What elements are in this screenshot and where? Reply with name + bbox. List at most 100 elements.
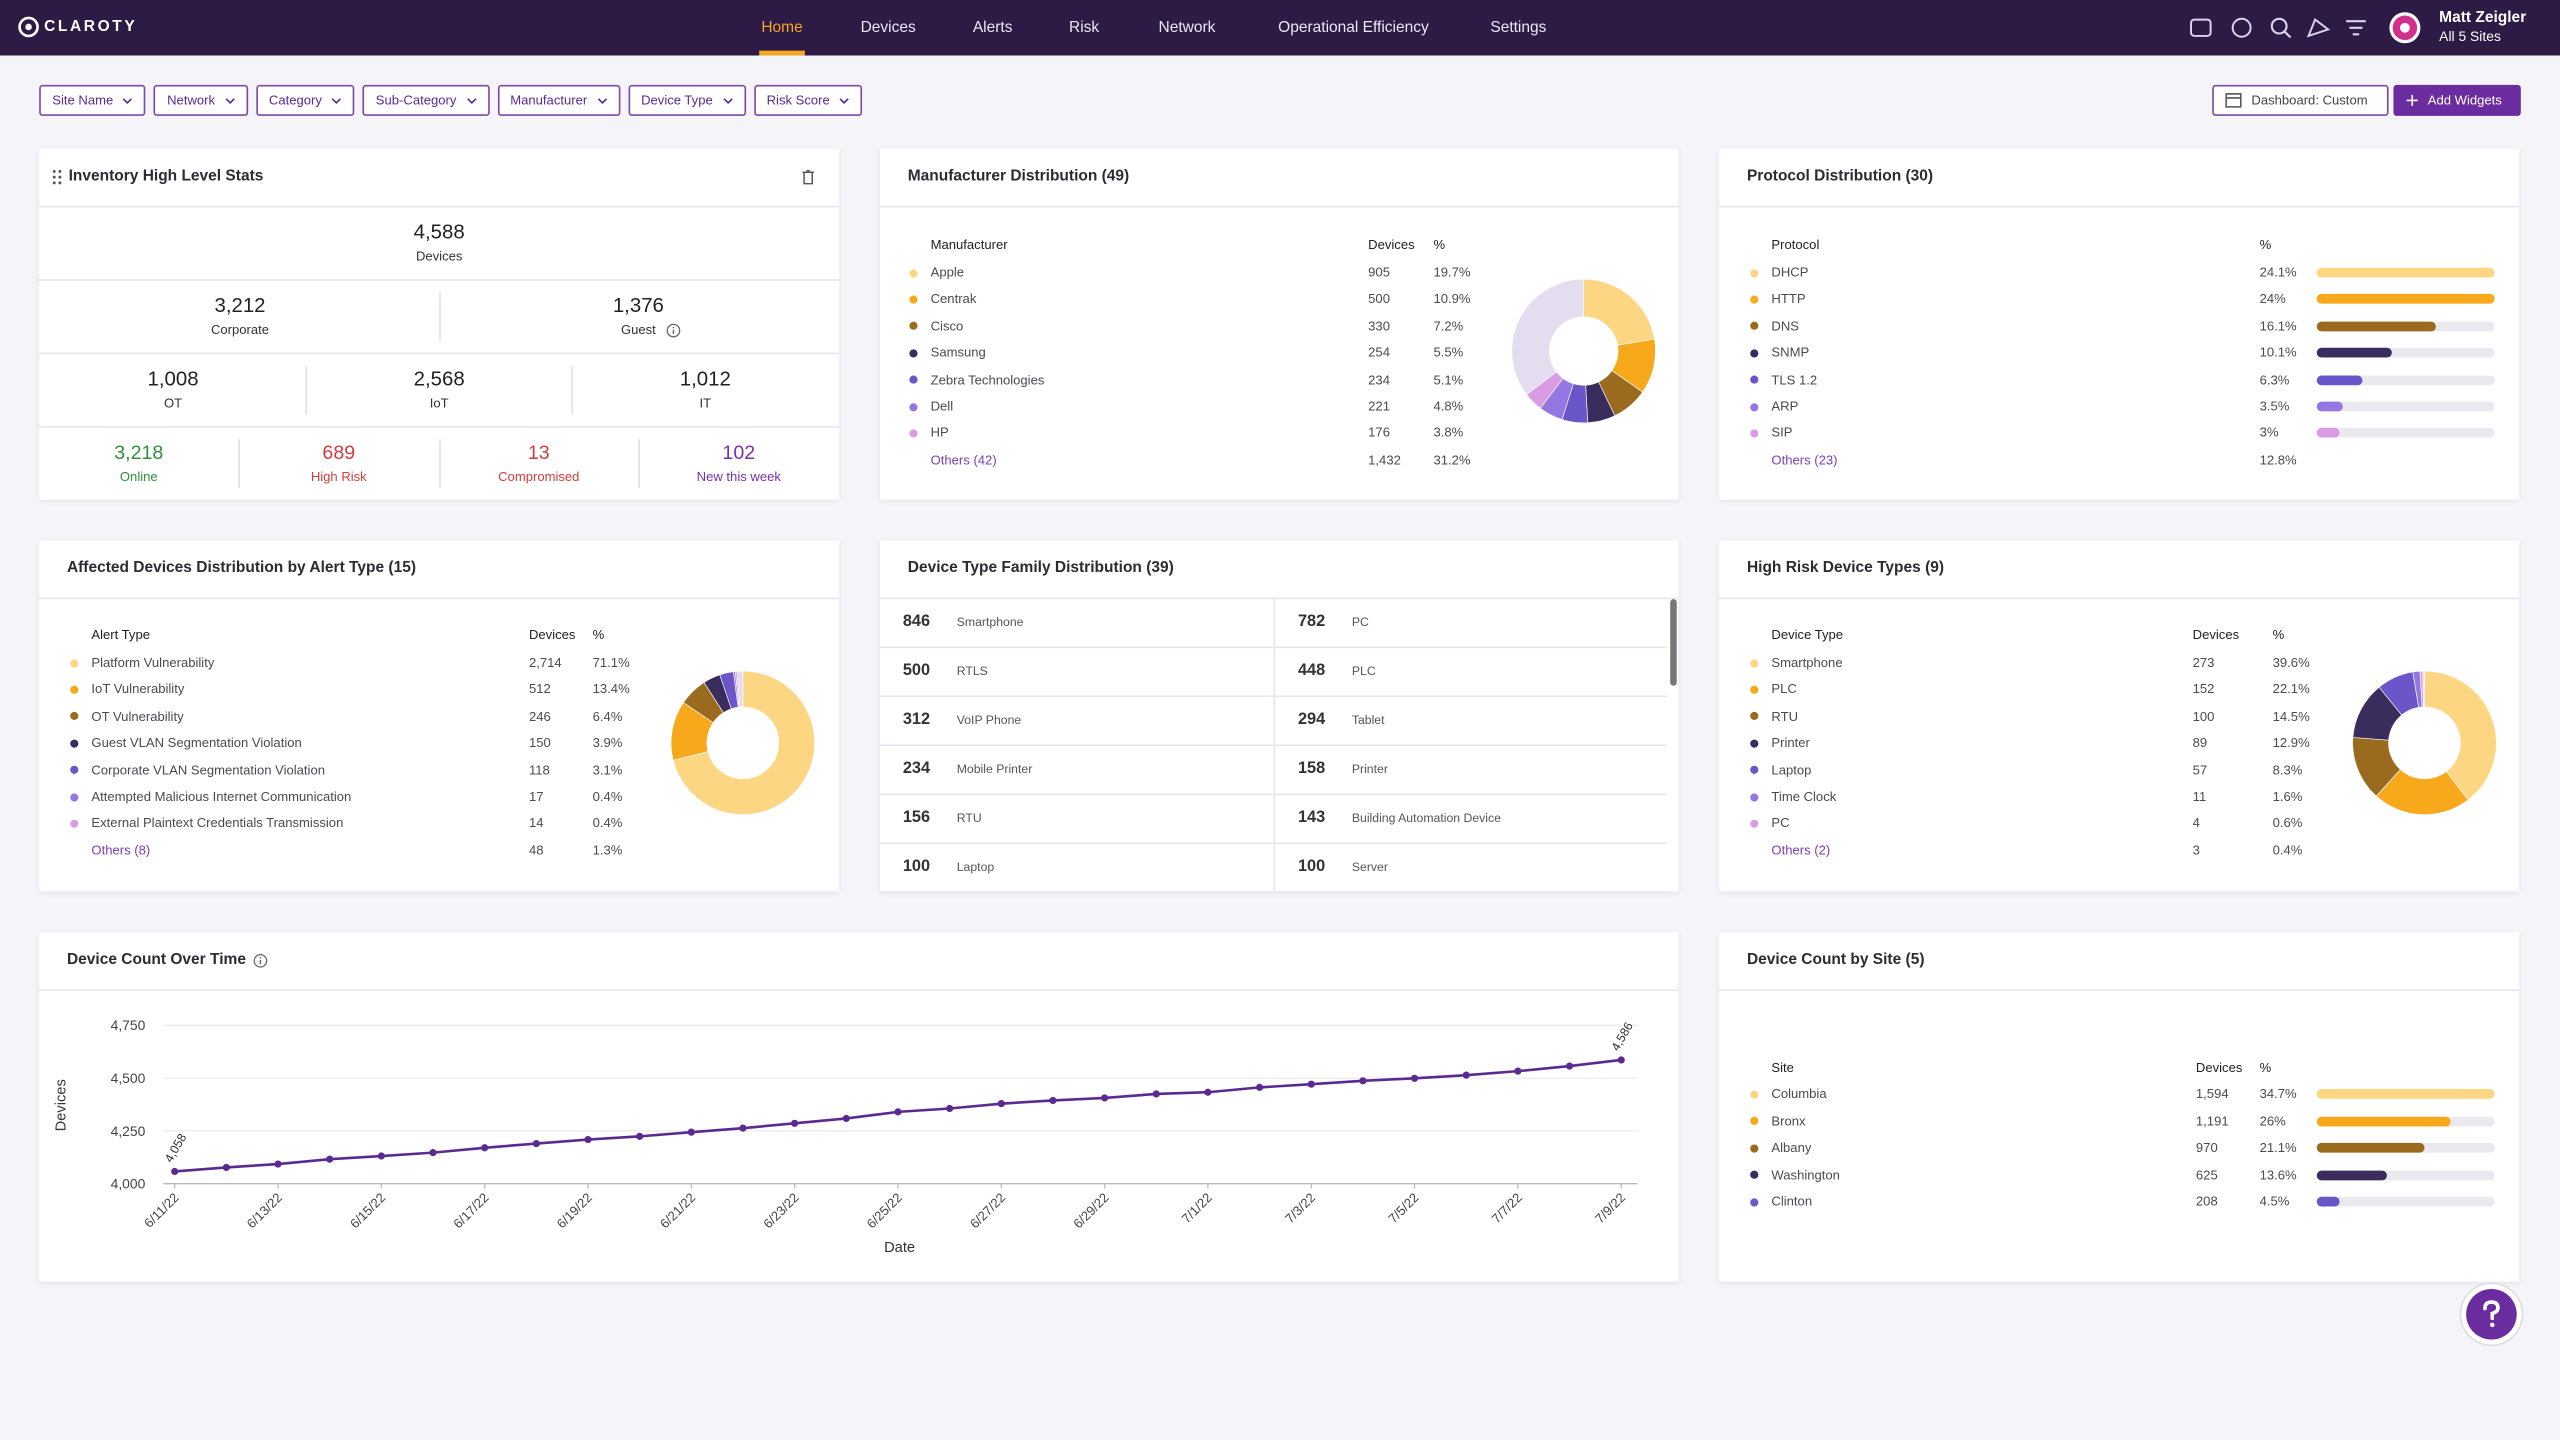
chevron [597, 97, 607, 104]
point [739, 1124, 747, 1132]
nav-item[interactable]: Alerts [972, 18, 1013, 37]
bar-track [2316, 374, 2495, 385]
others-link[interactable]: Others (2) [1771, 842, 1831, 858]
filter-dropdown[interactable]: Sub-Category [362, 84, 490, 116]
help-glyph [2483, 1300, 2500, 1321]
delete-icon[interactable] [802, 169, 815, 185]
divider [238, 439, 241, 489]
nav-item[interactable]: Network [1158, 18, 1216, 37]
filter-dropdown[interactable]: Manufacturer [497, 84, 620, 116]
donut-chart [670, 670, 816, 815]
column-header: Protocol [1771, 237, 1820, 253]
grip-dot [52, 181, 56, 185]
row-percent: 31.2% [1433, 452, 1471, 468]
family-name: Laptop [956, 859, 995, 875]
grip-dot [58, 181, 62, 185]
row-name: RTU [1771, 709, 1799, 724]
row-devices: 208 [2195, 1194, 2218, 1209]
point [1049, 1096, 1057, 1105]
row-devices: 500 [1368, 292, 1390, 307]
logo-icon [18, 16, 39, 38]
legend-dot [909, 375, 918, 384]
scrollbar-thumb[interactable] [1670, 599, 1677, 686]
bar [2316, 1169, 2387, 1180]
data-label: 4,058 [162, 1131, 190, 1165]
row-name: OT Vulnerability [91, 709, 184, 724]
legend-dot [909, 429, 918, 438]
row-name: Printer [1771, 735, 1810, 751]
point [481, 1144, 489, 1152]
stat-label: New this week [696, 469, 781, 485]
point [1256, 1083, 1264, 1091]
x-axis-title: Date [884, 1240, 915, 1256]
nav-item[interactable]: Operational Efficiency [1278, 18, 1429, 37]
icon[interactable] [2231, 17, 2252, 38]
alert-type-widget: Affected Devices Distribution by Alert T… [39, 540, 840, 892]
filter-dropdown[interactable]: Risk Score [753, 84, 863, 116]
nav-item[interactable]: Home [761, 18, 803, 37]
info-icon[interactable] [666, 322, 681, 337]
row-devices: 57 [2192, 762, 2208, 778]
point [842, 1114, 850, 1123]
row-divider [880, 842, 1667, 845]
point [377, 1152, 385, 1160]
add-widgets-button[interactable]: Add Widgets [2393, 84, 2521, 116]
card-title: Affected Devices Distribution by Alert T… [66, 559, 416, 578]
filter-dropdown[interactable]: Category [255, 84, 355, 116]
row-name: Zebra Technologies [930, 372, 1045, 388]
point [1152, 1090, 1160, 1098]
row-devices: 234 [1368, 372, 1390, 388]
row-percent: 6.4% [592, 709, 623, 724]
point [1101, 1094, 1109, 1102]
bar-track [2316, 348, 2495, 358]
row-percent: 16.1% [2259, 318, 2297, 334]
icon[interactable] [2346, 20, 2366, 36]
others-link[interactable]: Others (23) [1771, 452, 1838, 468]
others-link[interactable]: Others (42) [930, 452, 997, 468]
user-name[interactable]: Matt Zeigler [2439, 8, 2527, 27]
legend-dot [1750, 739, 1759, 748]
nav-item[interactable]: Risk [1068, 18, 1100, 37]
filter-dropdown[interactable]: Site Name [39, 84, 146, 116]
chevron [722, 97, 733, 104]
user-scope[interactable]: All 5 Sites [2439, 27, 2501, 45]
card-title: Device Count by Site (5) [1746, 951, 1925, 969]
bar [2316, 374, 2364, 385]
avatar[interactable] [2389, 11, 2422, 44]
icon[interactable] [2306, 18, 2331, 38]
high-risk-widget: High Risk Device Types (9) Device Type Dev… [1719, 540, 2520, 892]
icon[interactable] [2190, 18, 2212, 37]
info-icon[interactable] [253, 953, 268, 968]
column-header: % [2259, 237, 2272, 253]
row-devices: 118 [528, 762, 550, 778]
row-devices: 273 [2192, 655, 2215, 671]
row-percent: 7.2% [1433, 318, 1464, 334]
row-devices: 3 [2192, 842, 2200, 858]
row-percent: 0.4% [592, 816, 623, 831]
x-tick-label: 6/23/22 [760, 1190, 801, 1231]
filter-dropdown[interactable]: Network [154, 84, 248, 116]
filter-dropdown[interactable]: Device Type [628, 84, 746, 116]
nav-item[interactable]: Devices [860, 18, 916, 37]
legend-dot [70, 792, 79, 801]
drag-handle[interactable] [52, 169, 62, 185]
row-percent: 21.1% [2259, 1140, 2297, 1156]
nav-item[interactable]: Settings [1490, 18, 1547, 37]
others-link[interactable]: Others (8) [91, 842, 151, 858]
row-devices: 4 [2192, 816, 2200, 831]
row-percent: 3.8% [1433, 425, 1464, 441]
plus-icon [2406, 94, 2418, 107]
column-header: Devices [2192, 627, 2240, 643]
info-ring [253, 953, 268, 967]
row-devices: 152 [2192, 682, 2215, 697]
legend-dot [70, 819, 79, 828]
donut-chart [2352, 670, 2497, 816]
dashboard-button[interactable]: Dashboard: Custom [2212, 84, 2389, 116]
help-button[interactable] [2459, 1282, 2524, 1347]
bar [2316, 428, 2339, 439]
bar [2316, 1088, 2495, 1099]
point [1410, 1074, 1419, 1082]
row-devices: 625 [2195, 1167, 2218, 1183]
filter-label: Device Type [641, 93, 713, 108]
row-percent: 6.3% [2259, 372, 2290, 388]
